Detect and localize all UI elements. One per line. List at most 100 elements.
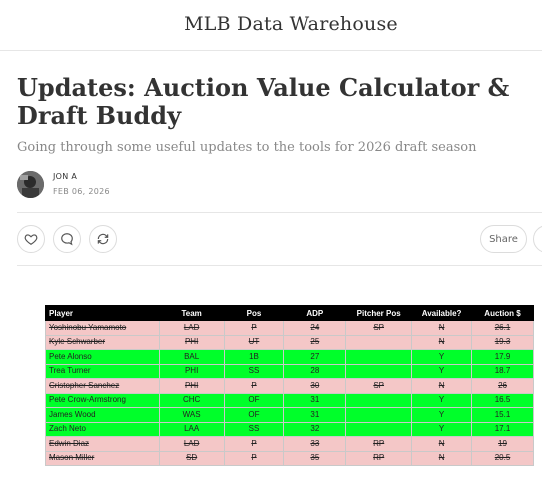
heart-icon	[24, 234, 38, 245]
cell-auction-value: 19.3	[471, 334, 534, 350]
cell-auction-value: 26.1	[471, 320, 534, 336]
site-header: MLB Data Warehouse	[0, 0, 542, 51]
cell-player: Edwin Diaz	[45, 436, 160, 452]
cell-player: Pete Crow-Armstrong	[45, 392, 160, 408]
avatar[interactable]	[17, 171, 44, 198]
table-row: Pete Crow-Armstrong CHC OF 31 Y 16.5	[45, 392, 534, 408]
table-header-row: Player Team Pos ADP Pitcher Pos Availabl…	[45, 305, 534, 321]
cell-available: N	[411, 450, 473, 466]
cell-available: N	[411, 320, 473, 336]
cell-player: Trea Turner	[45, 363, 160, 379]
cell-auction-value: 18.7	[471, 363, 534, 379]
cell-adp: 31	[283, 392, 347, 408]
comment-icon	[61, 233, 73, 246]
site-title[interactable]: MLB Data Warehouse	[184, 13, 398, 35]
post-title: Updates: Auction Value Calculator & Draf…	[17, 73, 510, 130]
comment-button[interactable]	[53, 225, 81, 253]
cell-pos: P	[223, 378, 285, 394]
table-row: Yoshinobu Yamamoto LAD P 24 SP N 26.1	[45, 320, 534, 336]
header-player: Player	[45, 305, 160, 321]
cell-adp: 28	[283, 363, 347, 379]
divider-bottom	[17, 265, 542, 266]
draft-table: Player Team Pos ADP Pitcher Pos Availabl…	[45, 305, 534, 466]
cell-player: Cristopher Sanchez	[45, 378, 160, 394]
avatar-image	[17, 171, 44, 198]
post-subtitle: Going through some useful updates to the…	[17, 140, 477, 155]
cell-player: James Wood	[45, 407, 160, 423]
cell-pos: 1B	[223, 349, 285, 365]
cell-auction-value: 17.1	[471, 421, 534, 437]
cell-team: WAS	[158, 407, 225, 423]
cell-team: BAL	[158, 349, 225, 365]
cell-available: Y	[411, 349, 473, 365]
cell-player: Mason Miller	[45, 450, 160, 466]
table-row: Kyle Schwarber PHI UT 25 N 19.3	[45, 334, 534, 350]
restack-button[interactable]	[89, 225, 117, 253]
cell-auction-value: 20.5	[471, 450, 534, 466]
cell-pos: SS	[223, 363, 285, 379]
cell-team: PHI	[158, 363, 225, 379]
cell-pitcher-pos	[345, 392, 413, 408]
cell-player: Pete Alonso	[45, 349, 160, 365]
cell-auction-value: 15.1	[471, 407, 534, 423]
post-date: FEB 06, 2026	[53, 187, 110, 196]
cell-adp: 24	[283, 320, 347, 336]
cell-adp: 31	[283, 407, 347, 423]
cell-adp: 35	[283, 450, 347, 466]
cell-available: Y	[411, 421, 473, 437]
cell-available: Y	[411, 407, 473, 423]
cell-pos: SS	[223, 421, 285, 437]
cell-adp: 33	[283, 436, 347, 452]
table-row: Pete Alonso BAL 1B 27 Y 17.9	[45, 349, 534, 365]
table-row: Cristopher Sanchez PHI P 30 SP N 26	[45, 378, 534, 394]
header-pos: Pos	[223, 305, 285, 321]
cell-available: Y	[411, 363, 473, 379]
share-button[interactable]: Share	[480, 225, 527, 253]
cell-adp: 32	[283, 421, 347, 437]
cell-pos: P	[223, 436, 285, 452]
cell-pitcher-pos: RP	[345, 450, 413, 466]
more-button[interactable]	[533, 225, 542, 253]
cell-player: Kyle Schwarber	[45, 334, 160, 350]
cell-pitcher-pos: SP	[345, 378, 413, 394]
table-row: Zach Neto LAA SS 32 Y 17.1	[45, 421, 534, 437]
cell-auction-value: 26	[471, 378, 534, 394]
like-button[interactable]	[17, 225, 45, 253]
header-available: Available?	[411, 305, 473, 321]
cell-pos: OF	[223, 392, 285, 408]
cell-available: N	[411, 436, 473, 452]
cell-pitcher-pos	[345, 334, 413, 350]
cell-pitcher-pos	[345, 349, 413, 365]
restack-icon	[97, 233, 109, 245]
cell-available: N	[411, 378, 473, 394]
header-adp: ADP	[283, 305, 347, 321]
cell-auction-value: 17.9	[471, 349, 534, 365]
cell-team: LAD	[158, 436, 225, 452]
cell-adp: 27	[283, 349, 347, 365]
cell-pitcher-pos: RP	[345, 436, 413, 452]
table-row: James Wood WAS OF 31 Y 15.1	[45, 407, 534, 423]
cell-adp: 25	[283, 334, 347, 350]
header-team: Team	[158, 305, 225, 321]
cell-auction-value: 16.5	[471, 392, 534, 408]
cell-pos: P	[223, 320, 285, 336]
cell-auction-value: 19	[471, 436, 534, 452]
cell-team: CHC	[158, 392, 225, 408]
cell-team: LAA	[158, 421, 225, 437]
table-row: Edwin Diaz LAD P 33 RP N 19	[45, 436, 534, 452]
cell-available: N	[411, 334, 473, 350]
cell-player: Zach Neto	[45, 421, 160, 437]
author-name[interactable]: JON A	[53, 172, 78, 181]
cell-team: PHI	[158, 334, 225, 350]
header-pitcher-pos: Pitcher Pos	[345, 305, 413, 321]
cell-pos: OF	[223, 407, 285, 423]
cell-pitcher-pos	[345, 363, 413, 379]
cell-team: LAD	[158, 320, 225, 336]
cell-player: Yoshinobu Yamamoto	[45, 320, 160, 336]
divider-top	[17, 212, 542, 213]
cell-pitcher-pos	[345, 421, 413, 437]
cell-pos: UT	[223, 334, 285, 350]
cell-team: SD	[158, 450, 225, 466]
cell-available: Y	[411, 392, 473, 408]
cell-pitcher-pos: SP	[345, 320, 413, 336]
